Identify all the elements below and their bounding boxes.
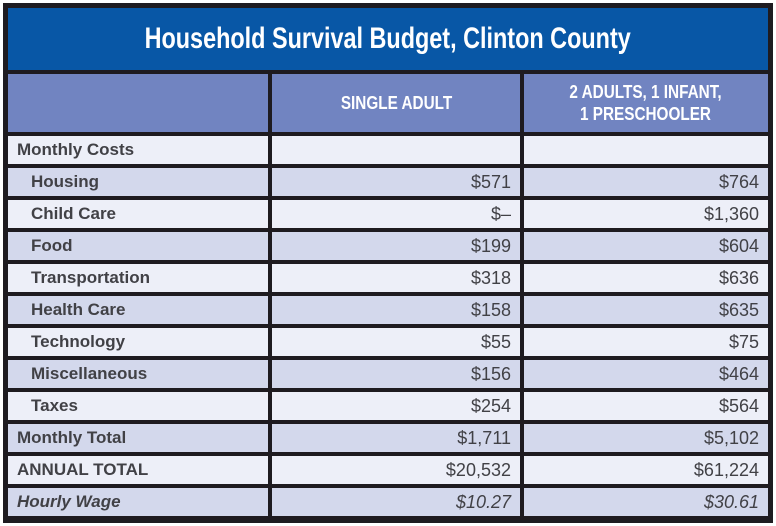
row-label: Taxes [8, 392, 268, 420]
header-label-single-adult: SINGLE ADULT [340, 92, 452, 113]
cell-single-adult-value: $10.27 [272, 488, 520, 516]
row-label: Monthly Total [8, 424, 268, 452]
cell-single-adult-value [272, 136, 520, 164]
cell-single-adult-value: $158 [272, 296, 520, 324]
header-cell-single-adult: SINGLE ADULT [272, 74, 520, 132]
cell-family-value: $564 [524, 392, 768, 420]
cell-family-value: $764 [524, 168, 768, 196]
cell-family-value [524, 136, 768, 164]
row-label: Child Care [8, 200, 268, 228]
cell-family-value: $30.61 [524, 488, 768, 516]
cell-single-adult-value: $254 [272, 392, 520, 420]
cell-single-adult-value: $1,711 [272, 424, 520, 452]
header-label-family-line2: 1 PRESCHOOLER [580, 104, 712, 124]
row-label: ANNUAL TOTAL [8, 456, 268, 484]
table-title: Household Survival Budget, Clinton Count… [144, 22, 632, 55]
row-label: Housing [8, 168, 268, 196]
cell-family-value: $1,360 [524, 200, 768, 228]
cell-family-value: $5,102 [524, 424, 768, 452]
row-label: Health Care [8, 296, 268, 324]
cell-single-adult-value: $– [272, 200, 520, 228]
cell-family-value: $464 [524, 360, 768, 388]
header-label-family: 2 ADULTS, 1 INFANT, 1 PRESCHOOLER [570, 81, 722, 126]
cell-family-value: $75 [524, 328, 768, 356]
cell-family-value: $61,224 [524, 456, 768, 484]
cell-single-adult-value: $156 [272, 360, 520, 388]
cell-single-adult-value: $199 [272, 232, 520, 260]
cell-family-value: $636 [524, 264, 768, 292]
cell-family-value: $604 [524, 232, 768, 260]
row-label: Technology [8, 328, 268, 356]
header-label-family-line1: 2 ADULTS, 1 INFANT, [569, 81, 723, 102]
row-label: Miscellaneous [8, 360, 268, 388]
cell-single-adult-value: $55 [272, 328, 520, 356]
cell-single-adult-value: $318 [272, 264, 520, 292]
row-label: Monthly Costs [8, 136, 268, 164]
budget-table: SINGLE ADULT 2 ADULTS, 1 INFANT, 1 PRESC… [8, 74, 768, 518]
row-label: Transportation [8, 264, 268, 292]
row-label: Hourly Wage [8, 488, 268, 516]
cell-family-value: $635 [524, 296, 768, 324]
header-cell-family: 2 ADULTS, 1 INFANT, 1 PRESCHOOLER [524, 74, 768, 132]
cell-single-adult-value: $20,532 [272, 456, 520, 484]
header-cell-empty [8, 74, 268, 132]
cell-single-adult-value: $571 [272, 168, 520, 196]
table-title-bar: Household Survival Budget, Clinton Count… [8, 8, 768, 70]
budget-table-frame: Household Survival Budget, Clinton Count… [3, 3, 773, 523]
row-label: Food [8, 232, 268, 260]
